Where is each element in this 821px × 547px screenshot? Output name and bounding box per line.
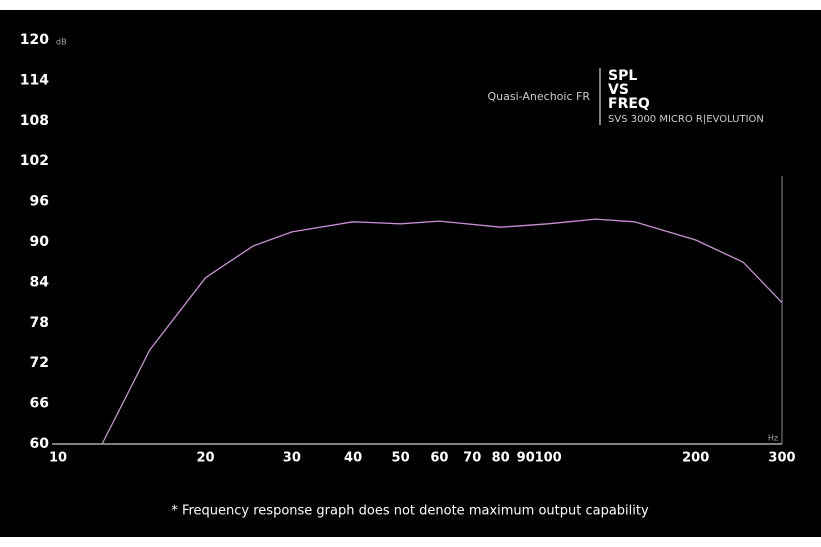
x-tick-label: 10: [49, 451, 67, 466]
background: [0, 10, 821, 537]
x-tick-label: 60: [430, 451, 448, 466]
x-tick-label: 40: [344, 451, 362, 466]
subtitle: SVS 3000 MICRO R|EVOLUTION: [608, 114, 764, 125]
x-tick-label: 100: [535, 451, 562, 466]
x-tick-label: 300: [768, 451, 795, 466]
y-unit: dB: [56, 38, 67, 47]
y-tick-label: 60: [30, 436, 50, 452]
title-line: VS: [608, 82, 629, 98]
x-tick-label: 70: [463, 451, 481, 466]
y-tick-label: 78: [30, 315, 49, 331]
footnote: * Frequency response graph does not deno…: [171, 504, 649, 519]
y-tick-label: 66: [30, 396, 49, 412]
y-tick-label: 72: [30, 355, 49, 371]
series-label: Quasi-Anechoic FR: [488, 90, 591, 103]
y-tick-label: 114: [20, 72, 49, 88]
x-tick-label: 50: [392, 451, 410, 466]
x-tick-label: 90: [517, 451, 535, 466]
title-line: FREQ: [608, 96, 650, 112]
response-line: [101, 218, 783, 445]
y-tick-label: 96: [30, 194, 49, 210]
x-unit: Hz: [768, 434, 778, 443]
x-tick-label: 80: [492, 451, 510, 466]
x-tick-label: 200: [682, 451, 709, 466]
x-tick-label: 20: [197, 451, 215, 466]
y-tick-label: 108: [20, 113, 49, 129]
y-tick-label: 120: [20, 32, 49, 48]
y-tick-label: 90: [30, 234, 50, 250]
y-tick-label: 84: [30, 274, 50, 290]
y-tick-label: 102: [20, 153, 49, 169]
title-line: SPL: [608, 68, 637, 84]
x-tick-label: 30: [283, 451, 301, 466]
